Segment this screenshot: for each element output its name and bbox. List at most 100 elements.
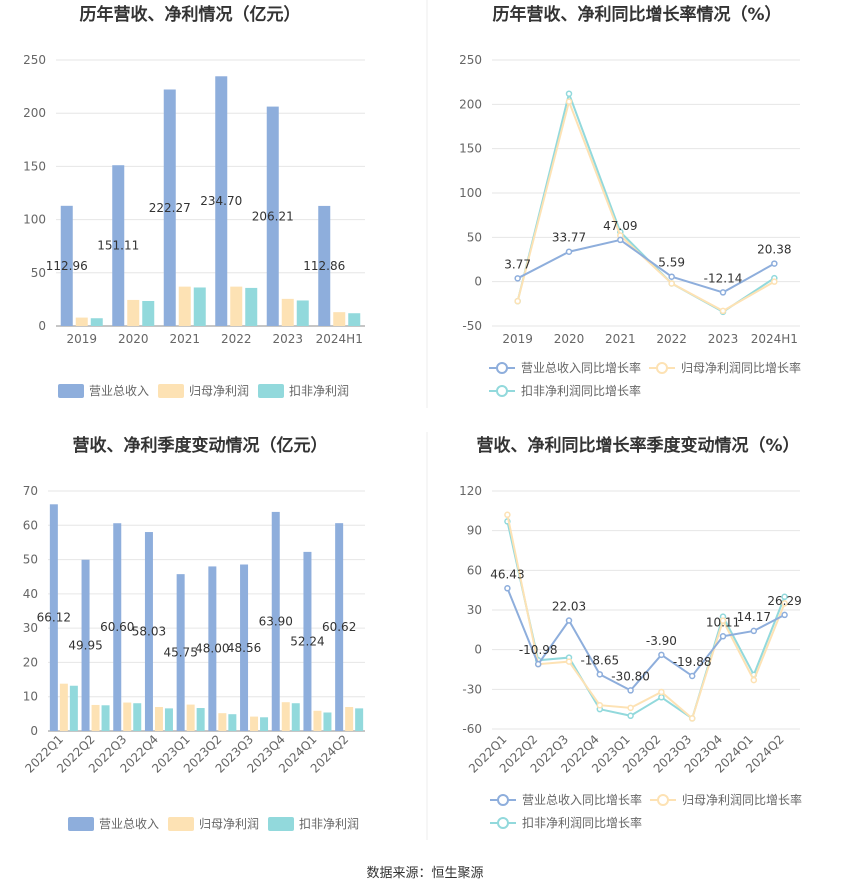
bar-data-label: 63.90 — [259, 614, 293, 628]
data-point-net-profit-growth — [627, 704, 634, 712]
line-data-label: 14.17 — [737, 610, 771, 624]
data-point-deducted-profit-growth — [627, 712, 634, 720]
bar-revenue — [240, 564, 249, 731]
bar-revenue — [271, 511, 280, 731]
bar-data-label: 52.24 — [290, 634, 324, 648]
data-source-label: 数据来源： — [366, 866, 432, 881]
x-tick-label: 2022 — [221, 332, 252, 346]
line-data-label: 47.09 — [603, 219, 637, 233]
bar-deducted-profit — [142, 300, 155, 326]
data-point-revenue-growth — [668, 273, 675, 280]
bar-deducted-profit — [196, 708, 205, 731]
y-tick-label: 70 — [23, 484, 38, 498]
legend-label: 归母净利润同比增长率 — [681, 360, 801, 375]
bar-data-label: 206.21 — [252, 209, 294, 223]
bar-net-profit — [313, 710, 322, 731]
chart-quarterly-growth-rate: 营收、净利同比增长率季度变动情况（%）-60-3003060901202022Q… — [459, 435, 802, 830]
legend-label: 归母净利润 — [199, 817, 259, 831]
bar-data-label: 234.70 — [200, 194, 242, 208]
series-line-net-profit-growth — [506, 514, 786, 721]
bar-deducted-profit — [90, 318, 103, 326]
line-data-label: 5.59 — [658, 256, 685, 270]
bar-revenue — [318, 205, 331, 326]
series-line-revenue-growth — [517, 238, 775, 294]
bar-revenue — [266, 106, 279, 326]
y-tick-label: 250 — [23, 53, 46, 67]
legend-marker — [497, 794, 509, 806]
bar-deducted-profit — [296, 300, 309, 326]
bar-net-profit — [91, 704, 100, 731]
bar-deducted-profit — [291, 703, 300, 731]
legend-swatch-revenue — [68, 817, 94, 831]
line-data-label: 26.29 — [767, 594, 801, 608]
series-line-deducted-profit-growth — [506, 521, 786, 721]
bar-net-profit — [123, 702, 132, 731]
bar-net-profit — [154, 707, 163, 731]
bar-deducted-profit — [245, 287, 258, 326]
data-point-revenue-growth — [617, 236, 624, 244]
bar-deducted-profit — [355, 708, 364, 731]
y-tick-label: 20 — [23, 655, 38, 669]
bar-net-profit — [75, 317, 88, 326]
data-point-revenue-growth — [781, 611, 788, 619]
legend-swatch-deducted-profit — [268, 817, 294, 831]
x-tick-label: 2022 — [656, 332, 687, 346]
bar-revenue — [163, 89, 176, 326]
chart-title: 营收、净利同比增长率季度变动情况（%） — [476, 435, 799, 456]
line-data-label: -30.80 — [611, 669, 650, 683]
y-tick-label: 40 — [23, 587, 38, 601]
bar-revenue — [144, 532, 153, 731]
y-tick-label: -60 — [462, 722, 482, 736]
bar-data-label: 60.60 — [100, 620, 134, 634]
data-point-revenue-growth — [719, 633, 727, 640]
data-point-net-profit-growth — [750, 676, 758, 684]
bar-revenue — [81, 559, 90, 731]
data-point-net-profit-growth — [719, 307, 727, 315]
data-point-net-profit-growth — [504, 511, 511, 519]
y-tick-label: 100 — [459, 186, 482, 200]
line-data-label: 22.03 — [552, 600, 586, 614]
y-tick-label: 30 — [23, 621, 38, 635]
bar-data-label: 222.27 — [149, 201, 191, 215]
legend-label: 营业总收入同比增长率 — [522, 792, 642, 807]
chart-quarterly-revenue-profit: 营收、净利季度变动情况（亿元）0102030405060702022Q12022… — [22, 435, 365, 831]
legend-swatch-net-profit — [158, 384, 184, 398]
data-point-net-profit-growth — [719, 617, 727, 624]
legend-label: 营业总收入 — [99, 817, 159, 831]
bar-data-label: 48.56 — [227, 641, 261, 655]
chart-legend: 营业总收入 归母净利润 扣非净利润 — [68, 817, 359, 831]
chart-legend: 营业总收入 归母净利润 扣非净利润 — [58, 384, 349, 398]
data-point-net-profit-growth — [781, 600, 788, 607]
data-source-footer: 数据来源：恒生聚源 — [0, 862, 850, 881]
x-tick-label: 2021 — [605, 332, 636, 346]
y-tick-label: 0 — [474, 643, 482, 657]
bar-data-label: 60.62 — [322, 620, 356, 634]
legend-marker — [496, 385, 508, 397]
bar-data-label: 151.11 — [97, 239, 139, 253]
bar-data-label: 112.86 — [303, 259, 345, 273]
bar-net-profit — [281, 298, 294, 326]
bar-net-profit — [230, 286, 243, 326]
y-tick-label: 150 — [459, 142, 482, 156]
legend-label: 营业总收入同比增长率 — [521, 360, 641, 375]
data-point-revenue-growth — [771, 260, 778, 267]
data-point-revenue-growth — [688, 672, 696, 680]
legend-label: 归母净利润 — [189, 384, 249, 398]
legend-marker — [657, 794, 669, 806]
bar-net-profit — [333, 312, 346, 326]
series-line-revenue-growth — [506, 587, 786, 692]
chart-title: 历年营收、净利情况（亿元） — [80, 4, 301, 25]
data-point-net-profit-growth — [596, 701, 604, 709]
bar-deducted-profit — [193, 287, 206, 326]
y-tick-label: 60 — [467, 563, 482, 577]
data-point-revenue-growth — [514, 275, 521, 282]
y-tick-label: 100 — [23, 213, 46, 227]
x-tick-label: 2023 — [708, 332, 739, 346]
data-point-revenue-growth — [596, 671, 604, 678]
legend-swatch-deducted-profit — [258, 384, 284, 398]
legend-swatch-revenue — [58, 384, 84, 398]
x-tick-label: 2024H1 — [316, 332, 363, 346]
legend-swatch-net-profit — [168, 817, 194, 831]
y-tick-label: 50 — [467, 230, 482, 244]
line-data-label: 46.43 — [490, 567, 524, 581]
